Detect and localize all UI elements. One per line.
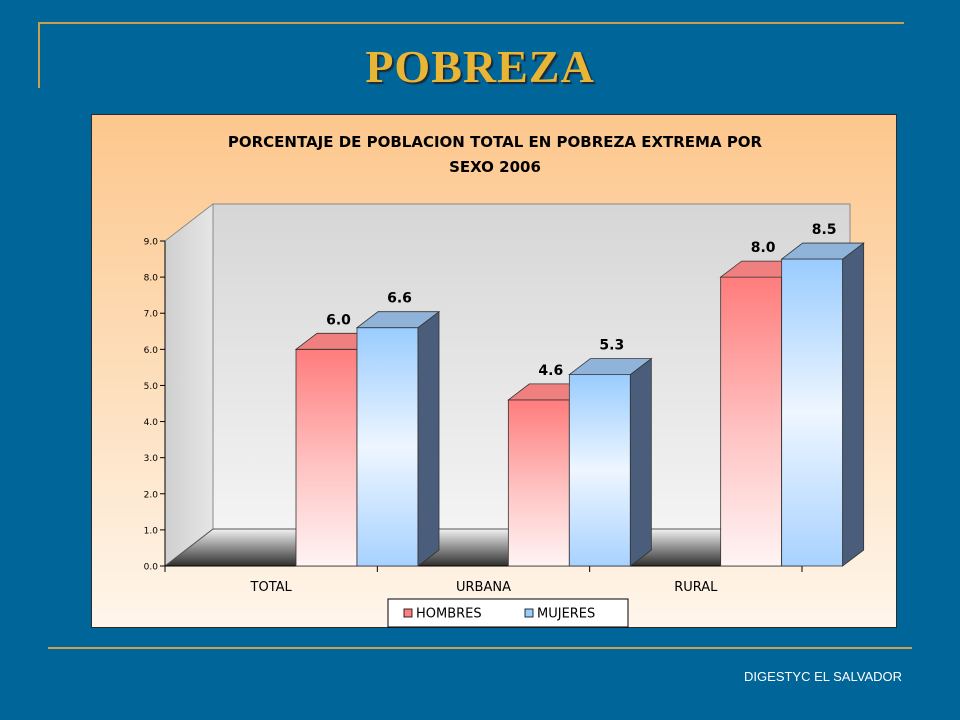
bar-mujeres-top: [780, 242, 865, 260]
footer-source: DIGESTYC EL SALVADOR: [744, 669, 902, 684]
x-category-label: RURAL: [674, 580, 718, 595]
y-tick-label: 8.0: [144, 274, 159, 284]
slide-title: POBREZA: [365, 41, 595, 92]
data-label-mujeres: 6.6: [387, 291, 412, 307]
bar-mujeres-side: [842, 242, 865, 567]
x-category-label: URBANA: [456, 580, 511, 595]
y-tick-label: 4.0: [144, 418, 159, 428]
bar-mujeres-top: [568, 358, 653, 376]
bar-hombres-front: [295, 348, 358, 567]
data-label-mujeres: 8.5: [812, 222, 837, 238]
data-label-hombres: 6.0: [326, 312, 351, 328]
bar-mujeres-front: [781, 258, 844, 567]
y-tick-label: 6.0: [144, 346, 159, 356]
data-label-hombres: 8.0: [751, 240, 776, 256]
y-tick-label: 2.0: [144, 490, 159, 500]
y-tick-label: 5.0: [144, 382, 159, 392]
y-tick-label: 3.0: [144, 454, 159, 464]
accent-line-left: [38, 22, 40, 88]
bar-mujeres-side: [417, 310, 440, 567]
chart-title-line: PORCENTAJE DE POBLACION TOTAL EN POBREZA…: [228, 133, 763, 151]
bar-hombres-front: [507, 399, 570, 567]
y-tick-label: 9.0: [144, 238, 159, 248]
accent-line-bottom: [48, 647, 912, 649]
chart-frame: PORCENTAJE DE POBLACION TOTAL EN POBREZA…: [91, 114, 897, 628]
bar-chart: PORCENTAJE DE POBLACION TOTAL EN POBREZA…: [144, 133, 865, 628]
bar-mujeres-top: [355, 311, 441, 329]
legend-swatch-mujeres: [524, 608, 534, 618]
y-tick-label: 0.0: [144, 563, 159, 573]
legend-box: [387, 598, 629, 628]
data-label-hombres: 4.6: [538, 363, 563, 379]
y-tick-label: 1.0: [144, 526, 159, 536]
x-category-label: TOTAL: [250, 580, 293, 595]
accent-line-top: [40, 22, 904, 24]
data-label-mujeres: 5.3: [599, 338, 624, 354]
bar-mujeres-side: [629, 357, 652, 567]
bar-mujeres-front: [568, 374, 631, 567]
legend-label-hombres: HOMBRES: [416, 607, 482, 622]
side-wall: [164, 202, 214, 568]
chart-title-line: SEXO 2006: [449, 158, 541, 176]
legend-swatch-hombres: [403, 608, 413, 618]
legend-label-mujeres: MUJERES: [537, 607, 595, 622]
bar-mujeres-front: [356, 327, 419, 567]
y-tick-label: 7.0: [144, 310, 159, 320]
bar-hombres-front: [720, 276, 783, 567]
